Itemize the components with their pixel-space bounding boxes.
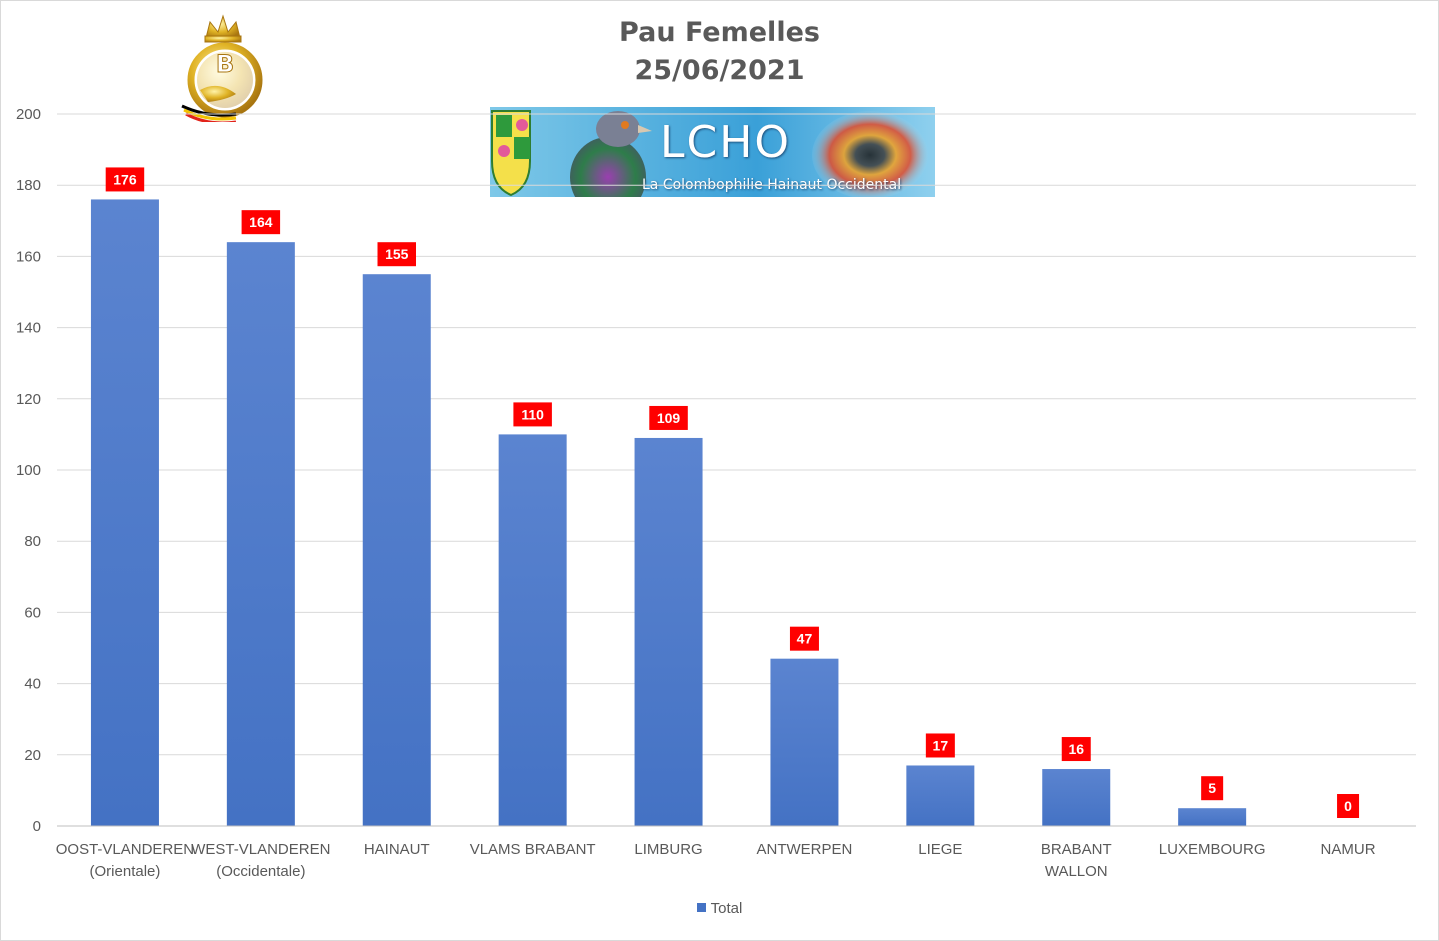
data-label: 176 [113,171,137,187]
y-tick-label: 60 [24,604,41,621]
data-label: 0 [1344,798,1352,814]
bar [90,199,159,826]
x-category-label: LIEGE [918,841,962,858]
data-label-bg [1061,737,1091,762]
x-category-label: BRABANT [1041,841,1112,858]
data-label-bg [925,733,955,758]
banner-name: LCHO [660,117,791,168]
data-label-bg [377,242,416,267]
bars [90,199,1383,826]
legend: Total [0,900,1439,917]
logo-letter: B [216,50,234,78]
bar [1178,808,1247,826]
y-tick-label: 40 [24,676,41,693]
chart-title: Pau Femelles [619,17,820,48]
x-category-label: OOST-VLANDEREN [56,841,194,858]
y-tick-label: 160 [16,248,41,265]
data-label-bg [1337,794,1360,818]
bar [226,242,295,826]
data-label: 155 [385,246,409,262]
x-category-label: ANTWERPEN [757,841,853,858]
y-tick-label: 20 [24,747,41,764]
data-label-bg [789,626,819,651]
x-category-label: VLAMS BRABANT [470,841,596,858]
data-label: 47 [797,631,813,647]
data-label-bg [649,405,688,430]
y-tick-label: 80 [24,533,41,550]
data-label: 17 [933,737,949,753]
y-tick-label: 200 [16,106,41,123]
y-tick-label: 0 [33,818,41,835]
lcho-banner: LCHO La Colombophilie Hainaut Occidental [490,107,935,197]
data-label-bg [241,210,281,235]
x-category-label: NAMUR [1321,841,1376,858]
bar [906,765,975,826]
y-tick-label: 180 [16,177,41,194]
data-labels: 176 164 155 110 109 47 17 16 5 0 [105,167,1360,818]
data-label: 109 [657,410,681,426]
y-tick-label: 120 [16,391,41,408]
bar [362,274,431,826]
data-label-bg [513,402,552,427]
x-axis: OOST-VLANDEREN (Orientale) WEST-VLANDEREN (… [56,825,1416,880]
data-label-bg [1201,776,1224,801]
x-category-label: (Orientale) [90,863,161,880]
chart-subtitle: 25/06/2021 [634,55,805,86]
x-category-label: (Occidentale) [216,863,305,880]
y-tick-label: 100 [16,462,41,479]
legend-label: Total [710,900,743,917]
y-tick-label: 140 [16,320,41,337]
bar [770,658,839,826]
bar [1042,769,1111,826]
data-label: 5 [1208,780,1216,796]
data-label: 16 [1068,741,1084,757]
federation-logo: B [181,14,263,122]
legend-swatch [696,903,706,912]
bar [498,434,567,826]
x-category-label: LIMBURG [634,841,702,858]
data-label: 110 [521,406,544,422]
x-category-label: WALLON [1045,863,1108,880]
data-label-bg [105,167,145,192]
data-label: 164 [249,214,273,230]
y-axis: 0 20 40 60 80 100 120 140 160 180 200 [16,106,41,835]
x-category-label: LUXEMBOURG [1159,841,1266,858]
x-category-label: WEST-VLANDEREN [191,841,330,858]
x-category-label: HAINAUT [364,841,430,858]
bar [634,437,703,826]
